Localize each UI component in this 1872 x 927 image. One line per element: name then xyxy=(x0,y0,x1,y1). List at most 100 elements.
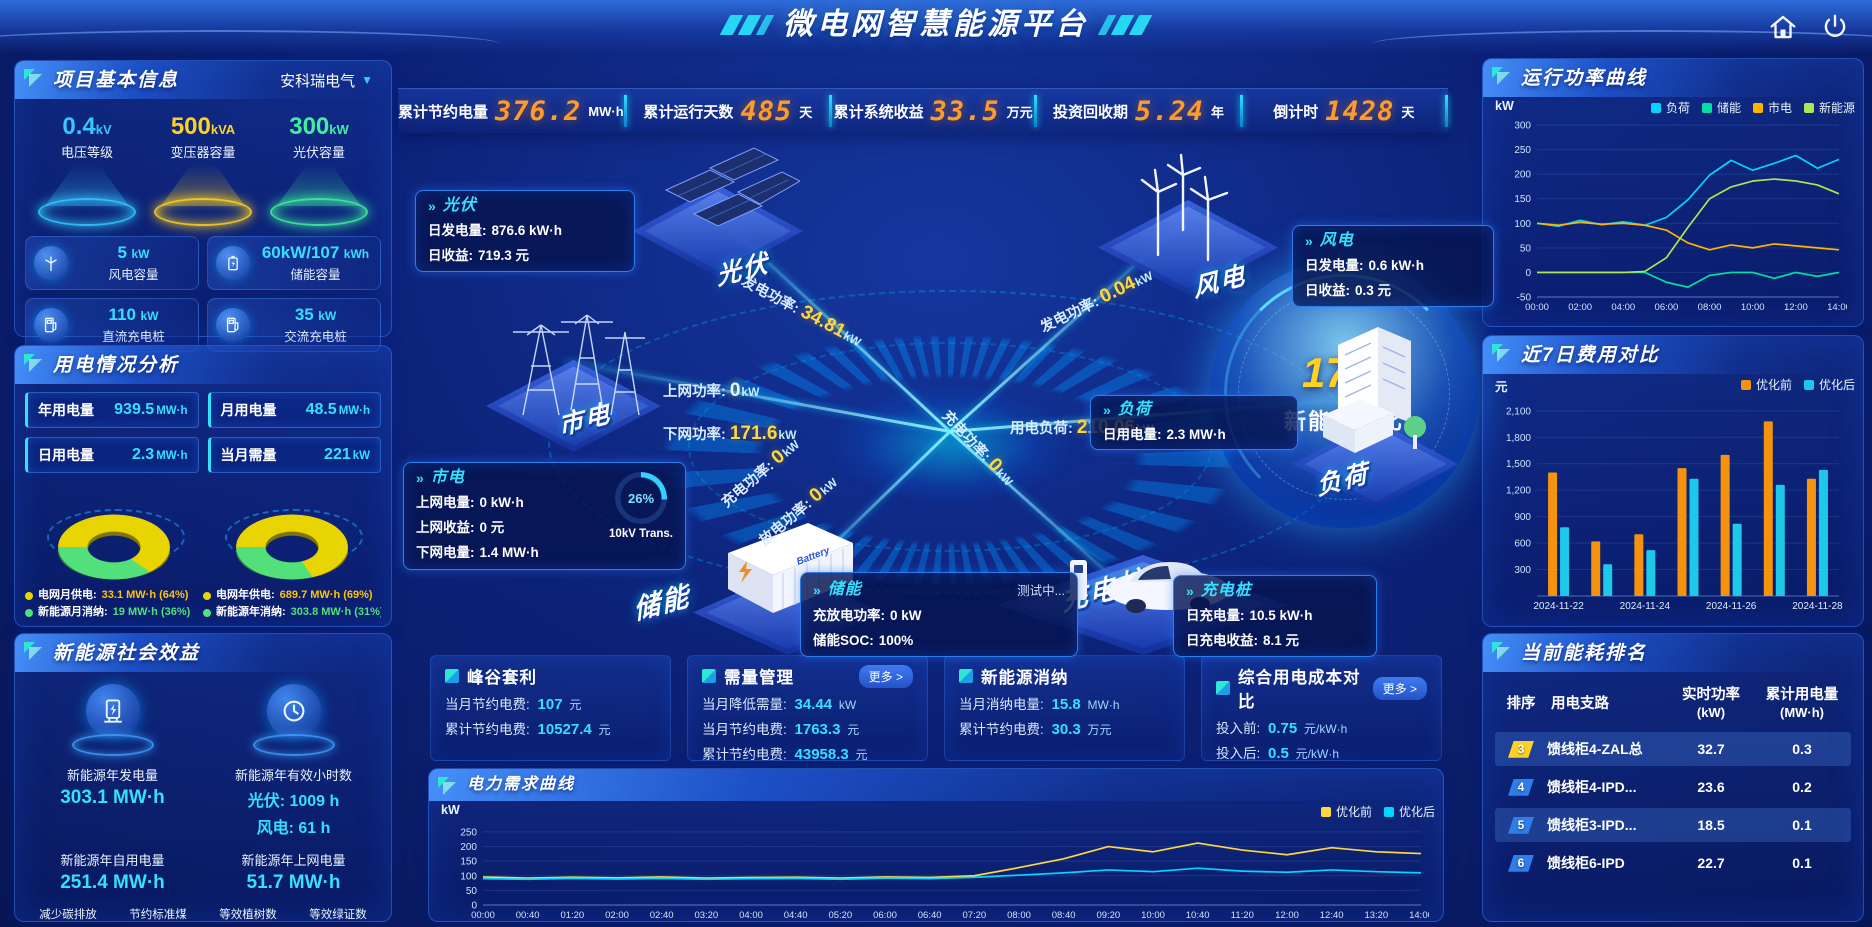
capacity-card: 60kW/107 kWh 储能容量 xyxy=(207,236,381,290)
kpi-value: 5.24 xyxy=(1134,95,1204,127)
more-button[interactable]: 更多 > xyxy=(1372,676,1427,700)
legend-swatch xyxy=(1383,806,1394,817)
ranking-header-cell: 累计用电量 (MW·h) xyxy=(1765,687,1839,720)
grid-info-box: » 市电 上网电量: 0 kW·h 上网收益: 0 元下网电量: 1.4 MW·h 26… xyxy=(403,462,686,570)
table-row[interactable]: 6 馈线柜6-IPD 22.7 0.1 xyxy=(1495,846,1851,880)
table-row[interactable]: 4 馈线柜4-IPD... 23.6 0.2 xyxy=(1495,770,1851,804)
panel-title: 用电情况分析 xyxy=(53,354,180,376)
table-row[interactable]: 5 馈线柜3-IPD... 18.5 0.1 xyxy=(1495,808,1851,842)
glow-pad xyxy=(38,198,136,226)
legend-line: 新能源年消纳: 303.8 MW·h (31%) xyxy=(203,604,381,621)
branch-name: 馈线柜4-ZAL总 xyxy=(1547,741,1643,757)
svg-text:12:40: 12:40 xyxy=(1320,910,1344,921)
kpi-label: 累计运行天数 xyxy=(643,103,734,121)
svg-text:14:00: 14:00 xyxy=(1409,910,1429,921)
card-row-unit: 元 xyxy=(855,748,868,762)
legend-label: 电网年供电: xyxy=(216,589,275,601)
capacity-label: 储能容量 xyxy=(290,268,341,282)
pv-box-title: 光伏 xyxy=(442,197,477,214)
legend-item: 优化后 xyxy=(1383,803,1435,820)
node-info-row: 储能SOC: 100% xyxy=(813,629,1065,649)
capacity-value: 35 xyxy=(294,305,314,324)
hub-glow xyxy=(828,385,1073,505)
dc-charger-icon xyxy=(34,308,68,342)
card-row-label: 当月降低需量: xyxy=(702,697,787,712)
kpi-value: 485 xyxy=(740,95,793,127)
branch-name: 馈线柜3-IPD... xyxy=(1547,817,1637,833)
power-icon[interactable] xyxy=(1820,12,1850,42)
company-name: 安科瑞电气 xyxy=(280,72,356,90)
legend-swatch xyxy=(1740,379,1751,390)
benefit-value: 51.7 MW·h xyxy=(246,872,341,893)
card-row-label: 累计节约电费: xyxy=(702,747,787,762)
transformer-gauge: 26% 10kV Trans. xyxy=(609,470,673,561)
company-dropdown[interactable]: 安科瑞电气 ▼ xyxy=(274,68,379,93)
panel-project-info: 项目基本信息 安科瑞电气 ▼ 0.4kV 电压等级 500kVA 变压器容量 3… xyxy=(14,60,392,352)
card-row-value: 34.44 xyxy=(794,696,833,713)
donut-legends: 电网月供电: 33.1 MW·h (64%) 新能源月消纳: 19 MW·h (… xyxy=(25,587,381,621)
app-title-text: 微电网智慧能源平台 xyxy=(783,8,1089,41)
kpi-unit: 天 xyxy=(1401,104,1415,120)
kpi-unit: 天 xyxy=(799,104,813,120)
usage-value: 221 xyxy=(324,446,351,463)
card-row-value: 30.3 xyxy=(1051,721,1081,738)
card-title: 需量管理 xyxy=(724,669,794,687)
row-value: 0 kW·h xyxy=(479,495,524,510)
benefit-value: 176.1 t xyxy=(25,925,111,927)
chart-canvas: 250 200 150 100 50 000:00 00:40 01:20 02:00 02:40… xyxy=(460,827,1433,921)
usage-label: 月用电量 xyxy=(220,402,277,418)
row-value: 10.5 kW·h xyxy=(1249,608,1313,623)
svg-text:09:20: 09:20 xyxy=(1096,910,1120,921)
benefit-value: 风电: 61 h xyxy=(256,820,331,837)
svg-text:01:20: 01:20 xyxy=(560,910,584,921)
card-row-value: 107 xyxy=(537,696,563,713)
panel-header: 用电情况分析 xyxy=(15,346,391,384)
node-info-row: 日收益: 0.3 元 xyxy=(1305,279,1481,299)
kpi-bar: 累计节约电量 376.2 MW·h 累计运行天数 485 天累计系统收益 33.5 万元 投资回… xyxy=(398,88,1448,133)
kpi-divider xyxy=(1034,95,1038,127)
usage-stat-box: 当月需量 221 kW xyxy=(207,437,381,473)
svg-text:250: 250 xyxy=(460,827,477,838)
svg-text:1,800: 1,800 xyxy=(1506,433,1531,444)
chevron-right-icon: » xyxy=(1103,402,1111,418)
card-row-label: 当月节约电费: xyxy=(702,722,787,737)
battery-icon xyxy=(216,246,250,280)
benefit-card: 综合用电成本对比 更多 > 投入前: 0.75 元/kW·h 投入后: 0.5 元… xyxy=(1201,655,1442,762)
table-row[interactable]: 3 馈线柜4-ZAL总 32.7 0.3 xyxy=(1495,732,1851,766)
more-button[interactable]: 更多 > xyxy=(858,664,913,688)
svg-text:00:40: 00:40 xyxy=(516,910,540,921)
wind-info-box: » 风电 日发电量: 0.6 kW·h 日收益: 0.3 元 xyxy=(1292,225,1494,307)
svg-text:2024-11-24: 2024-11-24 xyxy=(1620,601,1671,612)
benefit-card: 新能源消纳 当月消纳电量: 15.8 MW·h 累计节约电费: 30.3 万元 xyxy=(944,655,1185,761)
usage-value: 2.3 xyxy=(131,446,155,463)
benefit-label: 新能源年上网电量 xyxy=(241,853,346,868)
kpi-label: 投资回收期 xyxy=(1052,103,1128,121)
node-info-row: 日收益: 719.3 元 xyxy=(428,244,622,264)
y-axis-unit: 元 xyxy=(1495,380,1508,394)
home-icon[interactable] xyxy=(1768,12,1798,42)
realtime-power: 18.5 xyxy=(1697,817,1725,833)
benefit-featured: 新能源年发电量 303.1 MW·h 新能源年有效小时数 光伏: 1009 h 风电:… xyxy=(25,684,381,838)
usage-stat-box: 年用电量 939.5 MW·h xyxy=(25,392,199,428)
benefit-metric: 等效绿证数 303 张 xyxy=(295,906,381,927)
panel-header: 电力需求曲线 xyxy=(429,769,1443,801)
legend-label: 新能源年消纳: xyxy=(216,606,286,618)
benefit-value: 303.1 MW·h xyxy=(60,787,165,808)
chevron-right-icon: » xyxy=(416,470,424,486)
svg-text:0: 0 xyxy=(471,901,477,912)
svg-text:100: 100 xyxy=(1514,219,1531,230)
capacity-unit: kW xyxy=(140,309,159,323)
legend-item: 新能源 xyxy=(1803,99,1855,116)
flow-grid-export: 上网功率: 0kW xyxy=(663,380,760,401)
cumulative-energy: 0.1 xyxy=(1792,817,1812,833)
kpi-value: 33.5 xyxy=(930,95,1000,127)
svg-text:50: 50 xyxy=(466,886,478,897)
demand-curve-chart: kW 优化前 优化后 250 200 150 100 50 0 00:00 00:40 01:20 02… xyxy=(429,801,1443,927)
glow-pad xyxy=(252,734,335,756)
svg-text:10:00: 10:00 xyxy=(1141,910,1165,921)
rank-badge: 3 xyxy=(1508,740,1534,758)
row-label: 日用电量: xyxy=(1103,427,1162,442)
capacity-card: 5 kW 风电容量 xyxy=(25,236,199,290)
card-row-value: 0.75 xyxy=(1268,720,1298,737)
wind-turbines-art xyxy=(1140,153,1229,262)
